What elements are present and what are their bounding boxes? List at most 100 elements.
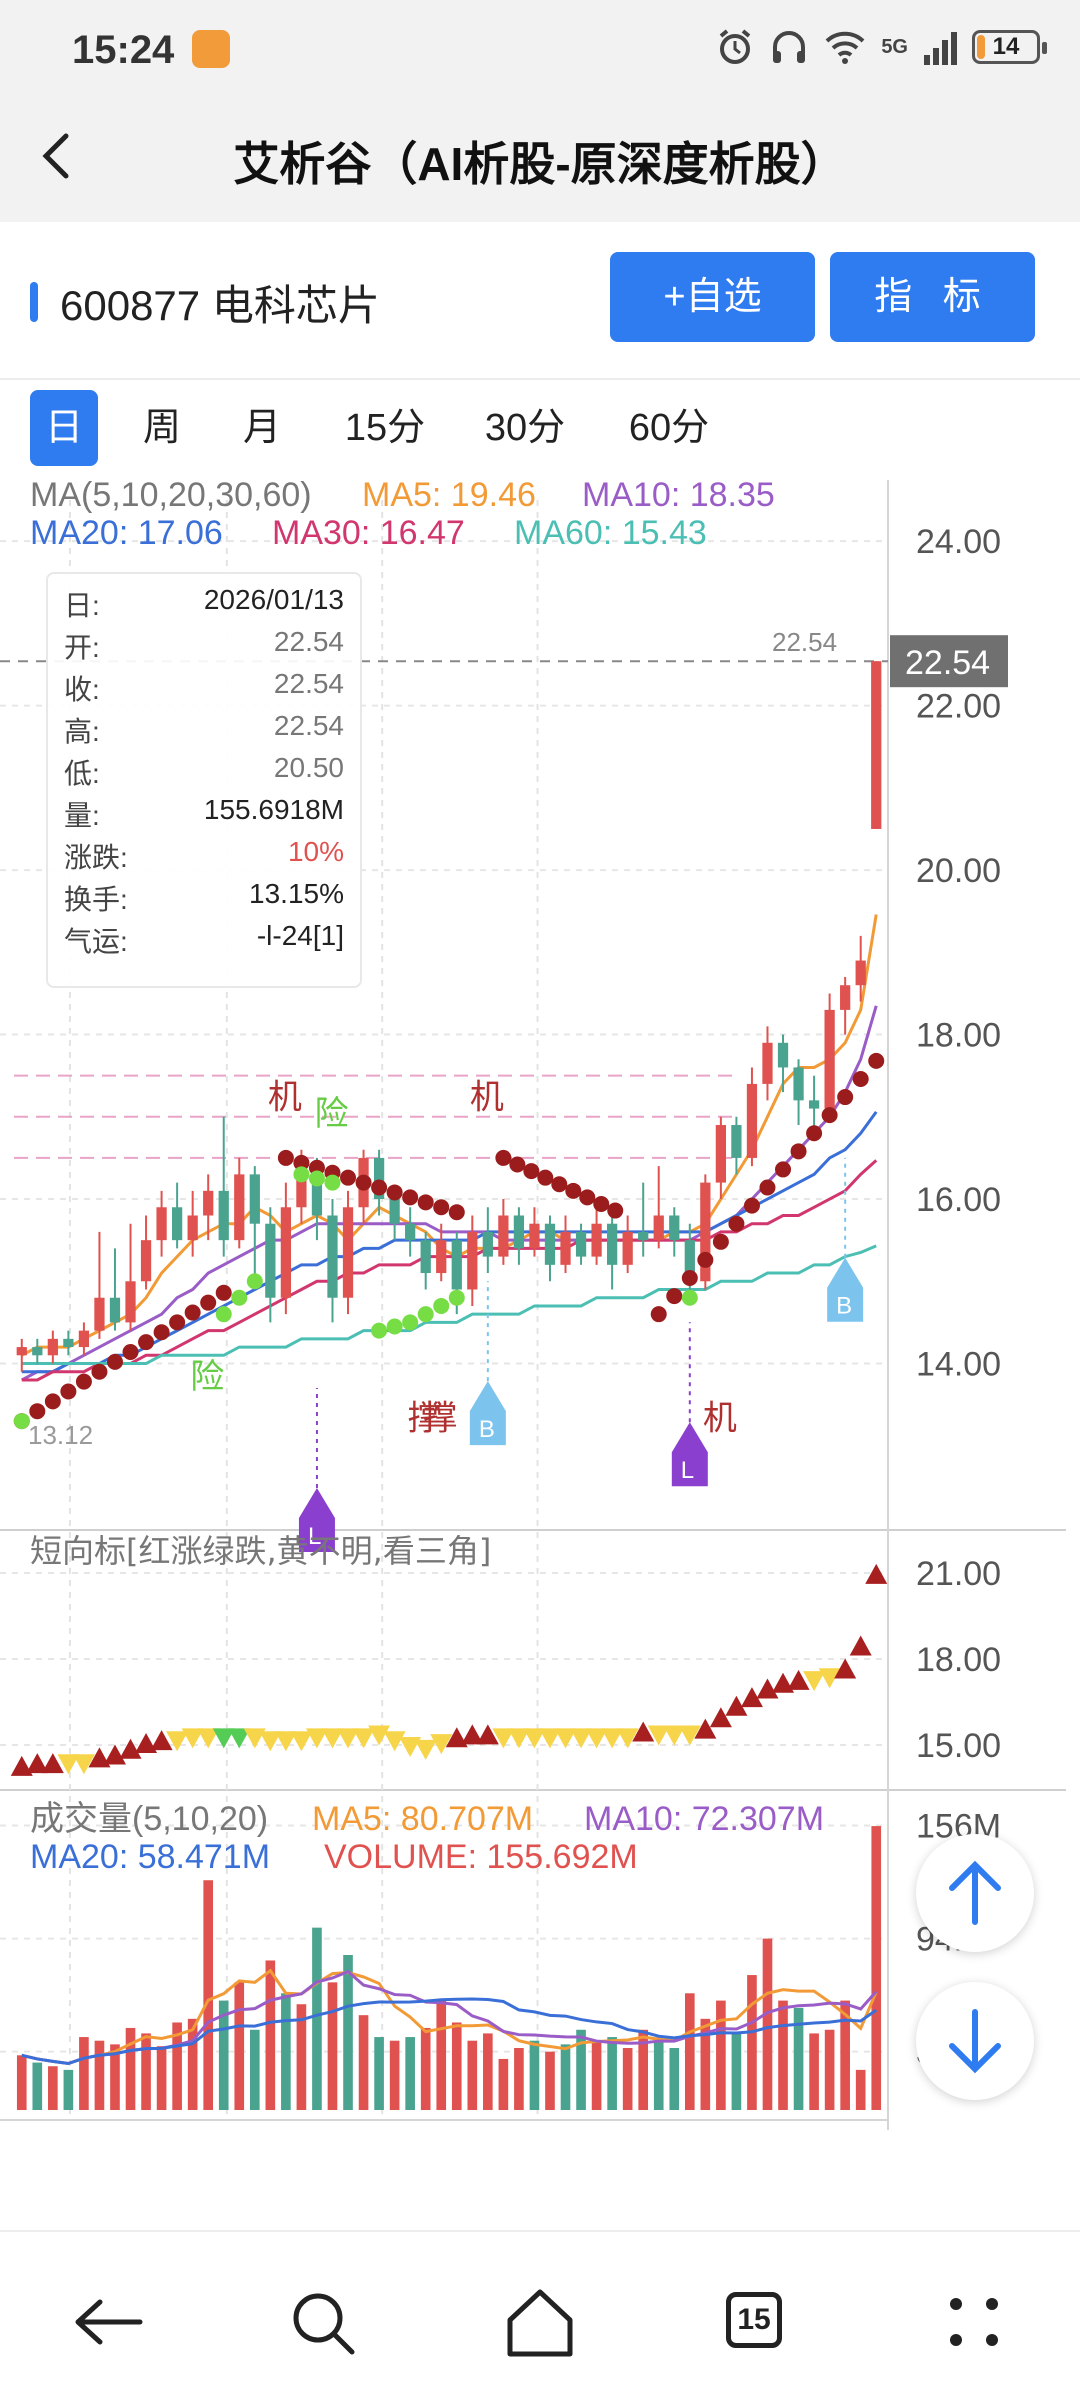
support-dot [712,1233,729,1250]
trend-triangle [57,1754,80,1775]
nav-tabs-button[interactable]: 15 [706,2272,806,2372]
volume-bar [747,1975,757,2110]
candle-body [47,1338,58,1356]
candle-body [575,1231,587,1257]
support-dot [607,1202,624,1219]
tab-week[interactable]: 周 [142,407,181,449]
volume-bar [855,2069,866,2110]
candle-body [63,1338,74,1348]
trend-triangle [10,1755,33,1776]
nav-back-button[interactable] [58,2272,158,2372]
trend-triangle [492,1728,515,1749]
trend-triangle [430,1734,453,1755]
trend-triangle [570,1728,593,1749]
volume-bar [607,2037,617,2110]
volume-bar [467,2040,478,2110]
support-dot [593,1195,610,1212]
candle-body [218,1190,229,1241]
volume-bar [187,2018,198,2110]
candle [513,1207,525,1265]
trend-triangle [834,1658,857,1679]
scroll-down-button[interactable] [916,1982,1034,2100]
volume-bar [669,2048,680,2110]
volume-bar [809,2033,819,2110]
tab-month[interactable]: 月 [242,407,281,449]
y-tick-label: 21.00 [916,1555,1001,1593]
info-value-low: 20.50 [273,752,344,783]
info-value-change: 10% [287,836,344,867]
kline-chart[interactable]: 2025-1111-262025-1212-3024.0022.0020.001… [0,470,1080,2130]
info-label-fortune: 气运: [64,926,128,957]
candle [544,1215,556,1282]
volume-bar [110,2044,120,2110]
add-watchlist-button[interactable]: +自选 [610,252,815,342]
candle [793,1059,804,1126]
volume-bar [451,2022,462,2110]
trend-triangle [383,1731,406,1752]
support-dot [106,1353,123,1370]
support-dot [650,1306,667,1323]
kline-chart-area[interactable]: 2025-1111-262025-1212-3024.0022.0020.001… [0,470,1080,2130]
caution-dot [681,1289,698,1306]
candle-body [451,1240,462,1290]
alarm-icon [720,29,751,64]
volume-bar [63,2069,74,2110]
signal-marker: L [671,1322,708,1487]
volume-bar [405,2037,415,2110]
tab-day[interactable]: 日 [30,390,98,466]
candle [140,1215,152,1290]
trend-triangle [212,1728,235,1749]
home-icon [507,2289,573,2357]
candle-body [622,1231,633,1265]
marker-shape [469,1381,506,1446]
support-dot [44,1393,61,1410]
search-icon [293,2293,355,2355]
volume-ma-line [21,1968,878,2066]
trend-triangle [476,1724,499,1745]
candle-body [265,1223,276,1298]
volume-bar [125,2027,136,2110]
tab-30min[interactable]: 30分 [484,407,566,449]
volume-bar [79,2037,89,2110]
trend-triangle [103,1744,126,1765]
y-tick-label: 20.00 [916,852,1001,890]
trend-triangle [228,1728,251,1749]
support-dot [551,1176,568,1193]
candle [762,1026,773,1101]
candle [171,1182,183,1249]
candle-body [140,1240,152,1282]
indicator-button[interactable]: 指 标 [830,252,1035,342]
volume-bar [327,1982,338,2110]
support-dot [495,1149,512,1166]
support-dot [565,1182,582,1199]
candle-body [529,1223,540,1249]
tab-15min[interactable]: 15分 [344,407,426,449]
volume-bar [716,2000,726,2110]
candle-body [16,1347,27,1356]
trend-triangle [663,1725,686,1746]
signal-label: 险 [314,1094,348,1134]
volume-bar [622,2048,633,2110]
trend-panel-title: 短向标[红涨绿跌,黄不明,看三角] [30,1532,491,1570]
trend-triangle [585,1728,608,1749]
support-dot [666,1288,683,1305]
volume-bar [778,2000,788,2110]
network-type: 5G [881,35,908,58]
scroll-up-button[interactable] [916,1834,1034,1952]
tab-60min[interactable]: 60分 [628,407,710,449]
nav-home-button[interactable] [490,2272,590,2372]
candle-body [373,1157,385,1200]
volume-bar [824,2029,835,2110]
trend-triangle [72,1754,95,1775]
support-dot [138,1334,155,1351]
back-button[interactable] [30,114,90,194]
caution-dot [433,1297,450,1314]
trend-triangle [725,1695,748,1716]
volume-bar [762,1938,773,2110]
nav-menu-button[interactable] [924,2272,1024,2372]
trend-triangle [243,1728,266,1749]
caution-dot [448,1289,465,1306]
info-value-date: 2026/01/13 [203,584,344,615]
nav-search-button[interactable] [272,2272,372,2372]
candle [342,1190,354,1315]
